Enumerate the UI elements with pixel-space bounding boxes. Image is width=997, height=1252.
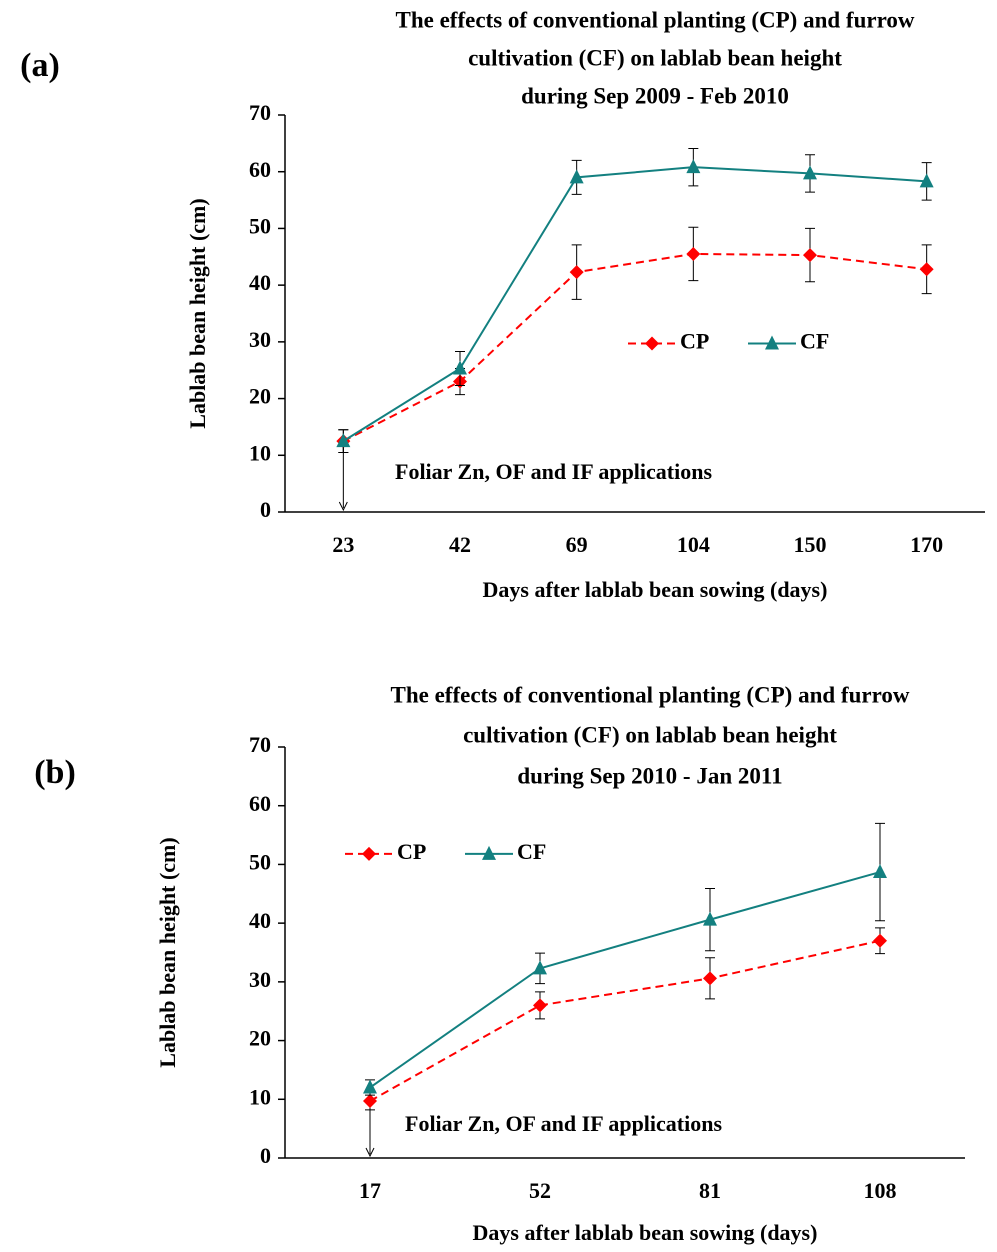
marker — [919, 262, 934, 277]
legend-marker — [645, 336, 659, 351]
marker — [703, 911, 717, 926]
y-tick-label: 20 — [249, 384, 271, 409]
y-tick-label: 50 — [249, 213, 271, 238]
annotation: Foliar Zn, OF and IF applications — [395, 459, 712, 484]
y-tick-label: 40 — [249, 908, 271, 933]
y-tick-label: 0 — [260, 1143, 271, 1168]
series-line — [369, 871, 881, 1089]
x-tick-label: 81 — [699, 1178, 721, 1203]
chart-title: The effects of conventional planting (CP… — [396, 7, 915, 32]
y-tick-label: 60 — [249, 791, 271, 816]
x-tick-label: 104 — [677, 532, 710, 557]
y-tick-label: 70 — [249, 100, 271, 125]
legend-marker — [482, 845, 496, 860]
series-line — [342, 166, 927, 442]
chart-title: during Sep 2009 - Feb 2010 — [521, 83, 789, 108]
series-line — [342, 252, 927, 442]
marker — [686, 159, 701, 174]
y-tick-label: 30 — [249, 967, 271, 992]
marker — [453, 360, 467, 375]
x-tick-label: 52 — [529, 1178, 551, 1203]
chart-title: cultivation (CF) on lablab bean height — [463, 722, 837, 747]
x-axis-label: Days after lablab bean sowing (days) — [473, 1220, 818, 1245]
x-tick-label: 42 — [449, 532, 471, 557]
x-tick-label: 150 — [794, 532, 827, 557]
marker — [873, 933, 887, 948]
y-tick-label: 0 — [260, 497, 271, 522]
marker — [803, 248, 817, 263]
legend-label: CF — [517, 839, 546, 864]
x-tick-label: 69 — [566, 532, 588, 557]
series-line — [369, 939, 881, 1102]
marker — [533, 998, 547, 1013]
chart-title: cultivation (CF) on lablab bean height — [468, 45, 842, 70]
legend-label: CP — [397, 839, 426, 864]
panel-label: (b) — [34, 754, 76, 791]
x-axis-label: Days after lablab bean sowing (days) — [483, 577, 828, 602]
y-tick-label: 10 — [249, 440, 271, 465]
x-tick-label: 23 — [332, 532, 354, 557]
marker — [363, 1094, 377, 1109]
legend-marker — [362, 846, 376, 861]
y-tick-label: 70 — [249, 732, 271, 757]
chart-title: during Sep 2010 - Jan 2011 — [517, 763, 782, 788]
y-tick-label: 10 — [249, 1084, 271, 1109]
y-axis-label: Lablab bean height (cm) — [185, 198, 210, 428]
marker — [569, 169, 584, 184]
arrow-head — [338, 501, 348, 512]
x-tick-label: 17 — [359, 1178, 381, 1203]
y-tick-label: 20 — [249, 1026, 271, 1051]
chart-title: The effects of conventional planting (CP… — [391, 682, 910, 707]
y-tick-label: 60 — [249, 157, 271, 182]
x-tick-label: 170 — [910, 532, 943, 557]
marker — [336, 433, 351, 448]
annotation: Foliar Zn, OF and IF applications — [405, 1111, 722, 1136]
legend-label: CP — [680, 329, 709, 354]
y-axis-label: Lablab bean height (cm) — [155, 837, 180, 1067]
marker — [873, 864, 887, 879]
marker — [803, 165, 817, 180]
marker — [919, 173, 934, 188]
marker — [686, 246, 701, 261]
y-tick-label: 40 — [249, 270, 271, 295]
x-tick-label: 108 — [864, 1178, 897, 1203]
marker — [569, 265, 584, 280]
marker — [363, 1079, 377, 1094]
legend-marker — [765, 335, 779, 350]
panel-label: (a) — [20, 47, 60, 84]
marker — [703, 971, 717, 986]
arrow-head — [365, 1147, 375, 1158]
y-tick-label: 30 — [249, 327, 271, 352]
marker — [533, 960, 547, 975]
legend-label: CF — [800, 329, 829, 354]
y-tick-label: 50 — [249, 849, 271, 874]
